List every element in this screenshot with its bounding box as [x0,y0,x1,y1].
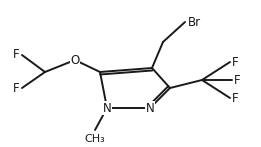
Text: F: F [234,74,241,86]
Text: O: O [70,54,80,66]
Text: N: N [103,101,111,115]
Text: Br: Br [188,15,201,29]
Text: F: F [232,91,239,105]
Text: F: F [12,81,19,95]
Text: F: F [232,56,239,69]
Text: N: N [146,101,154,115]
Text: CH₃: CH₃ [85,134,105,144]
Text: F: F [12,49,19,61]
